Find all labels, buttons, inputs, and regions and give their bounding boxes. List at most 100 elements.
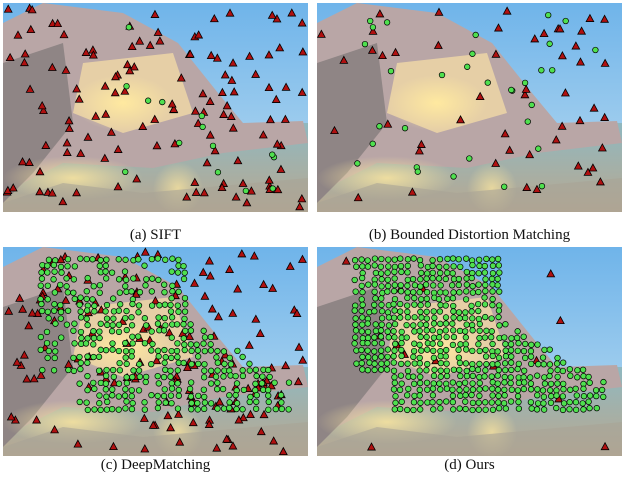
green-marker	[431, 381, 437, 387]
green-marker	[137, 289, 143, 295]
green-marker	[378, 328, 384, 334]
green-marker	[581, 393, 587, 399]
green-marker	[392, 407, 398, 413]
green-marker	[372, 308, 378, 314]
green-marker	[253, 399, 259, 405]
green-marker	[143, 379, 149, 385]
green-marker	[353, 316, 359, 322]
green-marker	[548, 393, 554, 399]
green-marker	[501, 400, 507, 406]
green-marker	[444, 368, 450, 374]
green-marker	[436, 264, 442, 270]
green-marker	[456, 310, 462, 316]
green-marker	[404, 392, 410, 398]
green-marker	[201, 374, 207, 380]
green-marker	[398, 256, 404, 262]
green-marker	[496, 355, 502, 361]
green-marker	[568, 373, 574, 379]
green-marker	[450, 270, 456, 276]
green-marker	[222, 361, 228, 367]
green-marker	[586, 399, 592, 405]
green-marker	[397, 309, 403, 315]
green-marker	[96, 368, 102, 374]
green-marker	[423, 282, 429, 288]
green-marker	[497, 323, 503, 329]
green-marker	[522, 341, 528, 347]
green-marker	[554, 393, 560, 399]
green-marker	[163, 400, 169, 406]
green-marker	[477, 263, 483, 269]
green-marker	[124, 361, 130, 367]
green-marker	[45, 297, 51, 303]
green-marker	[443, 347, 449, 353]
green-marker	[489, 374, 495, 380]
green-marker	[417, 393, 423, 399]
green-marker	[85, 407, 91, 413]
green-marker	[402, 125, 408, 131]
green-marker	[483, 407, 489, 413]
green-marker	[221, 374, 227, 380]
green-marker	[424, 276, 430, 282]
green-marker	[438, 283, 444, 289]
green-marker	[462, 380, 468, 386]
green-marker	[430, 327, 436, 333]
green-marker	[457, 315, 463, 321]
green-marker	[464, 322, 470, 328]
green-marker	[470, 387, 476, 393]
green-marker	[521, 386, 527, 392]
green-marker	[123, 257, 129, 263]
green-marker	[98, 321, 104, 327]
green-marker	[463, 256, 469, 262]
green-marker	[234, 406, 240, 412]
green-marker	[168, 309, 174, 315]
green-marker	[169, 400, 175, 406]
green-marker	[385, 277, 391, 283]
green-marker	[109, 393, 115, 399]
green-marker	[84, 400, 90, 406]
green-marker	[221, 349, 227, 355]
image-c	[3, 247, 308, 456]
green-marker	[490, 393, 496, 399]
green-marker	[393, 393, 399, 399]
green-marker	[85, 275, 91, 281]
green-marker	[483, 386, 489, 392]
green-marker	[267, 374, 273, 380]
green-marker	[253, 406, 259, 412]
green-marker	[469, 275, 475, 281]
green-marker	[77, 354, 83, 360]
green-marker	[122, 169, 128, 175]
green-marker	[272, 380, 278, 386]
green-marker	[490, 302, 496, 308]
green-marker	[379, 315, 385, 321]
green-marker	[213, 374, 219, 380]
green-marker	[210, 143, 216, 149]
green-marker	[187, 386, 193, 392]
green-marker	[189, 348, 195, 354]
green-marker	[111, 316, 117, 322]
green-marker	[129, 354, 135, 360]
green-marker	[560, 394, 566, 400]
green-marker	[490, 282, 496, 288]
green-marker	[52, 301, 58, 307]
green-marker	[85, 387, 91, 393]
green-marker	[418, 263, 424, 269]
green-marker	[129, 393, 135, 399]
green-marker	[463, 406, 469, 412]
green-marker	[443, 328, 449, 334]
green-marker	[215, 406, 221, 412]
green-marker	[149, 329, 155, 335]
green-marker	[444, 264, 450, 270]
green-marker	[379, 308, 385, 314]
green-marker	[451, 290, 457, 296]
green-marker	[541, 407, 547, 413]
green-marker	[71, 290, 77, 296]
green-marker	[425, 302, 431, 308]
green-marker	[352, 335, 358, 341]
green-marker	[451, 264, 457, 270]
green-marker	[254, 373, 260, 379]
green-marker	[430, 407, 436, 413]
green-marker	[156, 354, 162, 360]
green-marker	[424, 334, 430, 340]
green-marker	[515, 393, 521, 399]
green-marker	[600, 394, 606, 400]
